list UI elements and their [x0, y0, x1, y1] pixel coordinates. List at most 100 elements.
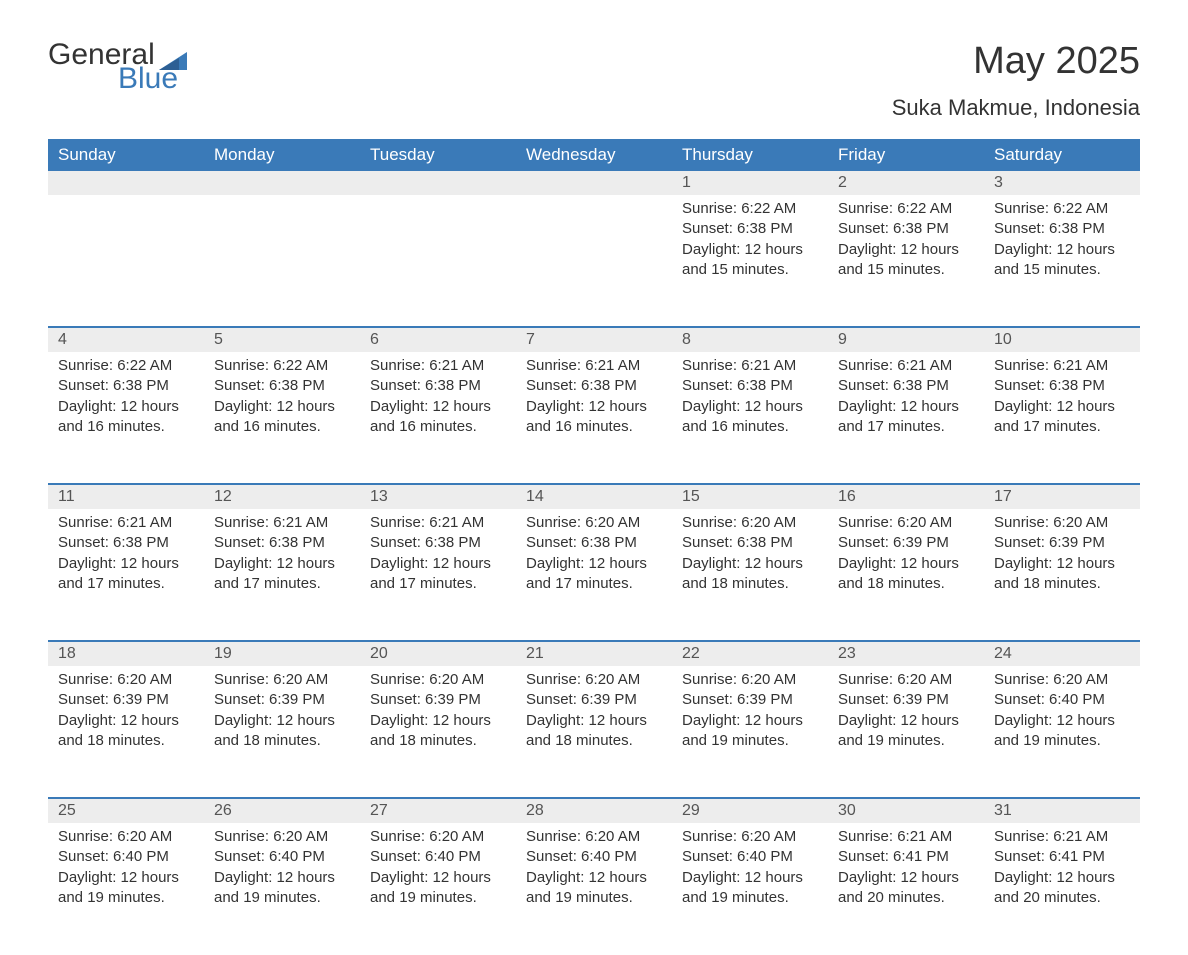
- sunset-line: Sunset: 6:39 PM: [214, 690, 350, 710]
- day-content-cell: Sunrise: 6:20 AMSunset: 6:38 PMDaylight:…: [672, 509, 828, 641]
- day-number-row: 123: [48, 171, 1140, 195]
- daylight-line: Daylight: 12 hours and 15 minutes.: [994, 240, 1130, 281]
- day-content-cell: Sunrise: 6:22 AMSunset: 6:38 PMDaylight:…: [984, 195, 1140, 327]
- day-number-cell: 17: [984, 484, 1140, 509]
- sunrise-line: Sunrise: 6:20 AM: [370, 670, 506, 690]
- sunrise-line: Sunrise: 6:20 AM: [682, 670, 818, 690]
- daylight-line: Daylight: 12 hours and 19 minutes.: [682, 868, 818, 909]
- day-content-cell: Sunrise: 6:21 AMSunset: 6:38 PMDaylight:…: [984, 352, 1140, 484]
- day-number-cell: 4: [48, 327, 204, 352]
- day-number-cell: 18: [48, 641, 204, 666]
- sunset-line: Sunset: 6:38 PM: [838, 219, 974, 239]
- day-content-cell: Sunrise: 6:20 AMSunset: 6:39 PMDaylight:…: [828, 509, 984, 641]
- daylight-line: Daylight: 12 hours and 16 minutes.: [370, 397, 506, 438]
- day-content-cell: [360, 195, 516, 327]
- daylight-line: Daylight: 12 hours and 16 minutes.: [214, 397, 350, 438]
- day-number-cell: 7: [516, 327, 672, 352]
- daylight-line: Daylight: 12 hours and 19 minutes.: [994, 711, 1130, 752]
- sunrise-line: Sunrise: 6:20 AM: [994, 670, 1130, 690]
- sunrise-line: Sunrise: 6:20 AM: [994, 513, 1130, 533]
- calendar-table: Sunday Monday Tuesday Wednesday Thursday…: [48, 139, 1140, 955]
- day-content-cell: [204, 195, 360, 327]
- sunset-line: Sunset: 6:40 PM: [370, 847, 506, 867]
- sunset-line: Sunset: 6:38 PM: [214, 533, 350, 553]
- daylight-line: Daylight: 12 hours and 15 minutes.: [838, 240, 974, 281]
- day-number-cell: 14: [516, 484, 672, 509]
- daylight-line: Daylight: 12 hours and 20 minutes.: [994, 868, 1130, 909]
- sunset-line: Sunset: 6:39 PM: [994, 533, 1130, 553]
- sunrise-line: Sunrise: 6:20 AM: [526, 827, 662, 847]
- sunset-line: Sunset: 6:40 PM: [682, 847, 818, 867]
- logo: General Blue: [48, 40, 187, 94]
- sunset-line: Sunset: 6:38 PM: [994, 219, 1130, 239]
- daylight-line: Daylight: 12 hours and 15 minutes.: [682, 240, 818, 281]
- sunrise-line: Sunrise: 6:21 AM: [214, 513, 350, 533]
- sunrise-line: Sunrise: 6:20 AM: [214, 670, 350, 690]
- sunrise-line: Sunrise: 6:21 AM: [994, 827, 1130, 847]
- daylight-line: Daylight: 12 hours and 17 minutes.: [214, 554, 350, 595]
- daylight-line: Daylight: 12 hours and 19 minutes.: [214, 868, 350, 909]
- day-content-cell: Sunrise: 6:20 AMSunset: 6:39 PMDaylight:…: [672, 666, 828, 798]
- day-number-cell: 8: [672, 327, 828, 352]
- weekday-header-row: Sunday Monday Tuesday Wednesday Thursday…: [48, 139, 1140, 171]
- sunrise-line: Sunrise: 6:20 AM: [682, 513, 818, 533]
- daylight-line: Daylight: 12 hours and 17 minutes.: [526, 554, 662, 595]
- daylight-line: Daylight: 12 hours and 18 minutes.: [838, 554, 974, 595]
- daylight-line: Daylight: 12 hours and 19 minutes.: [58, 868, 194, 909]
- day-number-cell: 6: [360, 327, 516, 352]
- day-number-cell: 11: [48, 484, 204, 509]
- day-number-cell: [48, 171, 204, 195]
- day-content-cell: Sunrise: 6:21 AMSunset: 6:38 PMDaylight:…: [672, 352, 828, 484]
- day-number-cell: 19: [204, 641, 360, 666]
- daylight-line: Daylight: 12 hours and 16 minutes.: [682, 397, 818, 438]
- sunrise-line: Sunrise: 6:20 AM: [838, 670, 974, 690]
- sunrise-line: Sunrise: 6:21 AM: [58, 513, 194, 533]
- day-content-cell: Sunrise: 6:21 AMSunset: 6:41 PMDaylight:…: [984, 823, 1140, 955]
- title-block: May 2025 Suka Makmue, Indonesia: [892, 40, 1140, 121]
- day-content-cell: Sunrise: 6:21 AMSunset: 6:38 PMDaylight:…: [828, 352, 984, 484]
- sunset-line: Sunset: 6:39 PM: [370, 690, 506, 710]
- sunrise-line: Sunrise: 6:20 AM: [214, 827, 350, 847]
- day-content-row: Sunrise: 6:21 AMSunset: 6:38 PMDaylight:…: [48, 509, 1140, 641]
- sunrise-line: Sunrise: 6:21 AM: [838, 827, 974, 847]
- day-content-cell: Sunrise: 6:20 AMSunset: 6:40 PMDaylight:…: [204, 823, 360, 955]
- sunrise-line: Sunrise: 6:22 AM: [214, 356, 350, 376]
- day-number-cell: 20: [360, 641, 516, 666]
- daylight-line: Daylight: 12 hours and 18 minutes.: [682, 554, 818, 595]
- day-number-row: 25262728293031: [48, 798, 1140, 823]
- sunrise-line: Sunrise: 6:21 AM: [370, 356, 506, 376]
- sunrise-line: Sunrise: 6:22 AM: [838, 199, 974, 219]
- day-content-cell: Sunrise: 6:21 AMSunset: 6:38 PMDaylight:…: [360, 352, 516, 484]
- sunset-line: Sunset: 6:39 PM: [682, 690, 818, 710]
- daylight-line: Daylight: 12 hours and 20 minutes.: [838, 868, 974, 909]
- day-number-cell: 26: [204, 798, 360, 823]
- day-content-cell: [516, 195, 672, 327]
- day-content-cell: Sunrise: 6:22 AMSunset: 6:38 PMDaylight:…: [48, 352, 204, 484]
- page-title: May 2025: [892, 40, 1140, 83]
- sunset-line: Sunset: 6:39 PM: [838, 690, 974, 710]
- day-content-cell: Sunrise: 6:20 AMSunset: 6:40 PMDaylight:…: [984, 666, 1140, 798]
- day-content-cell: Sunrise: 6:21 AMSunset: 6:38 PMDaylight:…: [204, 509, 360, 641]
- day-number-cell: 2: [828, 171, 984, 195]
- day-number-cell: 27: [360, 798, 516, 823]
- sunset-line: Sunset: 6:41 PM: [994, 847, 1130, 867]
- weekday-header: Monday: [204, 139, 360, 171]
- day-number-cell: 12: [204, 484, 360, 509]
- day-number-cell: 3: [984, 171, 1140, 195]
- weekday-header: Wednesday: [516, 139, 672, 171]
- day-content-cell: Sunrise: 6:20 AMSunset: 6:39 PMDaylight:…: [984, 509, 1140, 641]
- daylight-line: Daylight: 12 hours and 19 minutes.: [370, 868, 506, 909]
- day-number-cell: 1: [672, 171, 828, 195]
- day-number-cell: 13: [360, 484, 516, 509]
- day-content-cell: Sunrise: 6:22 AMSunset: 6:38 PMDaylight:…: [672, 195, 828, 327]
- weekday-header: Friday: [828, 139, 984, 171]
- sunrise-line: Sunrise: 6:20 AM: [526, 513, 662, 533]
- day-content-cell: [48, 195, 204, 327]
- day-content-row: Sunrise: 6:22 AMSunset: 6:38 PMDaylight:…: [48, 195, 1140, 327]
- sunrise-line: Sunrise: 6:22 AM: [994, 199, 1130, 219]
- sunset-line: Sunset: 6:38 PM: [682, 219, 818, 239]
- day-content-cell: Sunrise: 6:20 AMSunset: 6:39 PMDaylight:…: [360, 666, 516, 798]
- day-content-cell: Sunrise: 6:21 AMSunset: 6:38 PMDaylight:…: [516, 352, 672, 484]
- day-content-cell: Sunrise: 6:20 AMSunset: 6:39 PMDaylight:…: [48, 666, 204, 798]
- sunset-line: Sunset: 6:40 PM: [526, 847, 662, 867]
